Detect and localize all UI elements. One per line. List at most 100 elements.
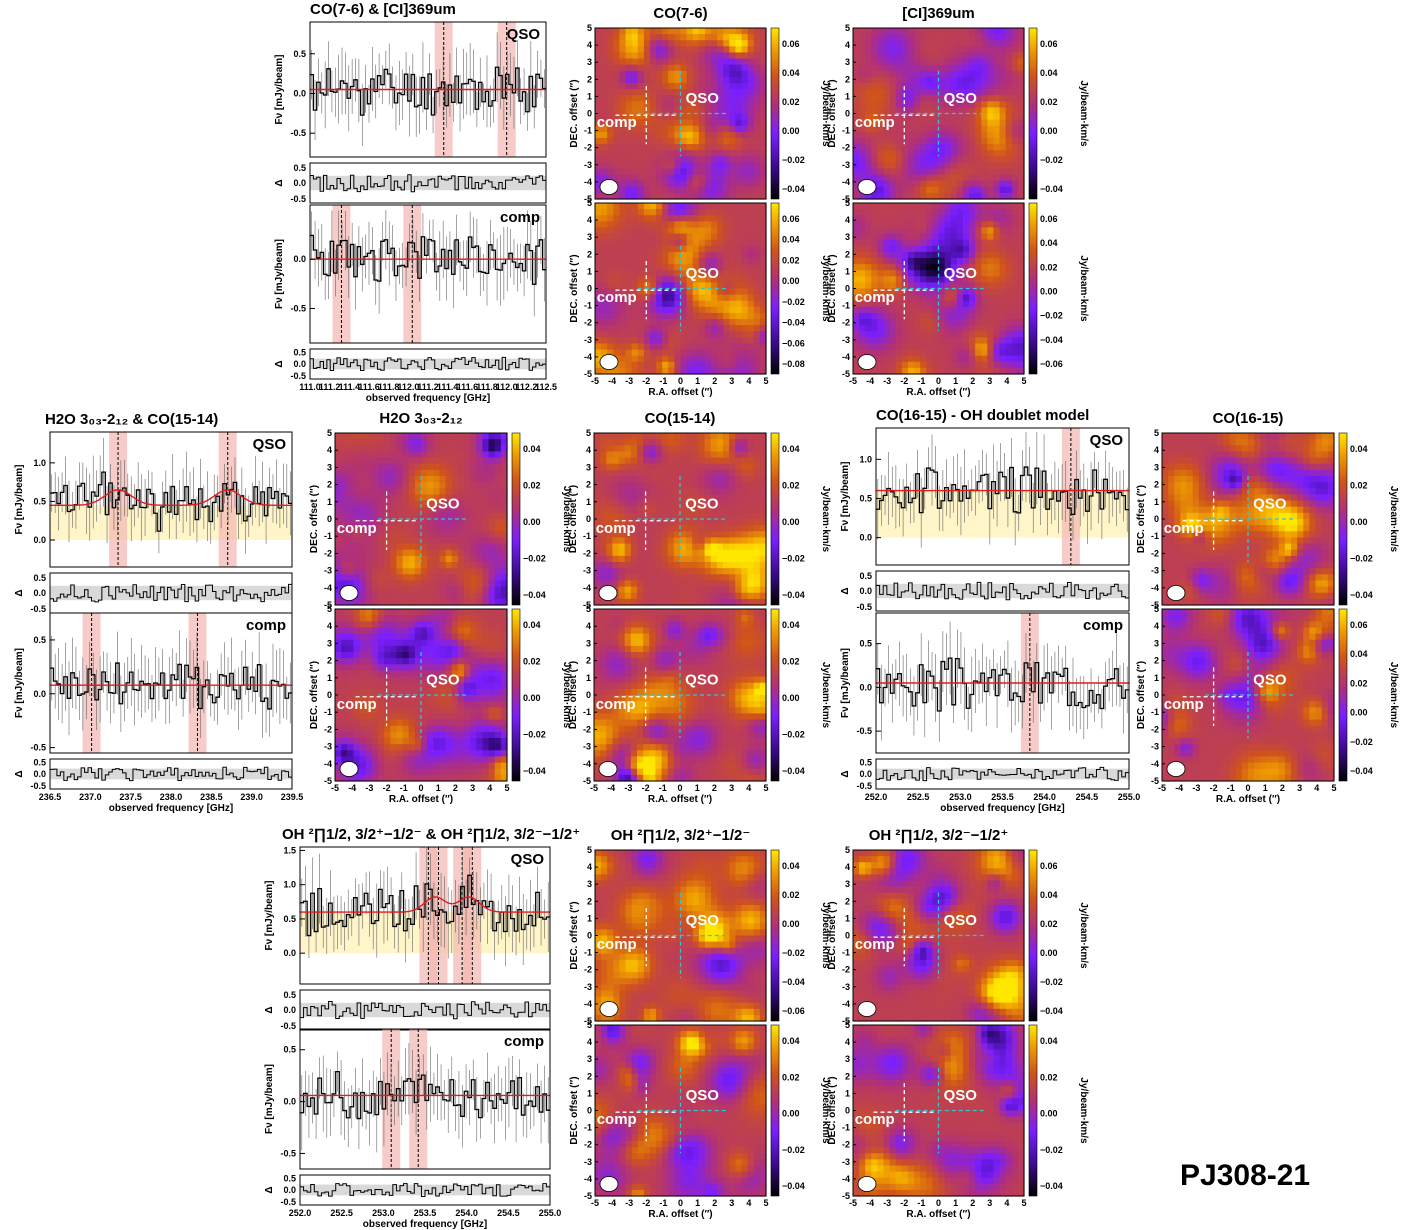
map-pixel (729, 82, 737, 90)
map-pixel (427, 463, 434, 471)
map-pixel (680, 282, 688, 290)
map-pixel (1017, 282, 1025, 290)
map-pixel (631, 144, 639, 151)
map-pixel (956, 131, 964, 139)
map-pixel (353, 476, 361, 483)
map-pixel (698, 95, 706, 102)
map-pixel (711, 319, 718, 326)
map-pixel (920, 28, 927, 35)
map-pixel (944, 70, 952, 78)
map-pixel (668, 125, 675, 133)
map-pixel (920, 180, 927, 188)
map-pixel (692, 174, 700, 182)
map-pixel (451, 586, 459, 594)
map-pixel (704, 233, 712, 241)
map-pixel (993, 294, 1001, 302)
map-pixel (895, 119, 903, 127)
map-pixel (865, 101, 872, 108)
map-pixel (656, 70, 663, 78)
map-pixel (907, 312, 915, 320)
map-pixel (723, 137, 730, 145)
residual-frame (49, 758, 293, 790)
map-pixel (680, 288, 688, 296)
colorbar-tick-label: −0.04 (1040, 184, 1063, 194)
map-pixel (607, 209, 614, 216)
map-pixel (445, 506, 453, 514)
map-pixel (464, 519, 471, 526)
y-axis-label: Fν [mJy/beam] (274, 54, 285, 124)
map-pixel (747, 312, 755, 320)
map-pixel (470, 512, 477, 520)
map-pixel (999, 46, 1007, 54)
map-pixel (692, 101, 700, 108)
map-pixel (920, 76, 927, 84)
map-pixel (999, 331, 1007, 338)
map-pixel (371, 457, 379, 465)
map-pixel (914, 361, 921, 369)
map-pixel (1017, 192, 1025, 200)
map-pixel (865, 76, 872, 84)
map-pixel (674, 89, 682, 96)
map-pixel (464, 451, 471, 459)
map-pixel (747, 349, 755, 357)
x-tick-label: 3 (729, 376, 734, 386)
map-pixel (853, 331, 860, 338)
map-pixel (396, 549, 404, 557)
map-pixel (625, 95, 633, 102)
map-pixel (741, 233, 749, 241)
map-pixel (741, 89, 749, 96)
map-pixel (853, 282, 860, 290)
map-pixel (969, 58, 976, 66)
map-pixel (999, 76, 1007, 84)
map-pixel (631, 113, 639, 121)
map-pixel (865, 233, 872, 241)
map-pixel (408, 592, 416, 600)
map-pixel (859, 40, 866, 47)
map-pixel (926, 34, 933, 41)
map-pixel (865, 349, 872, 357)
panel-title: CO(16-15) - OH doublet model (876, 407, 1089, 424)
map-pixel (698, 270, 706, 277)
map-pixel (853, 203, 860, 210)
map-pixel (601, 34, 608, 41)
map-pixel (956, 337, 964, 345)
map-pixel (735, 276, 743, 283)
map-pixel (926, 361, 933, 369)
y-tick-label: 4 (845, 215, 850, 225)
y-tick-label: 0 (587, 284, 592, 294)
map-pixel (698, 300, 706, 308)
map-pixel (729, 89, 737, 96)
map-pixel (883, 95, 891, 102)
map-pixel (723, 192, 730, 200)
map-pixel (859, 270, 866, 277)
map-pixel (686, 282, 694, 290)
map-pixel (649, 264, 657, 271)
dec-axis-label: DEC. offset (″) (569, 79, 580, 147)
map-pixel (907, 168, 915, 176)
map-pixel (378, 506, 385, 514)
map-pixel (698, 367, 706, 375)
map-pixel (907, 288, 915, 296)
map-pixel (950, 107, 958, 115)
map-pixel (433, 525, 441, 532)
map-pixel (494, 543, 502, 551)
y-tick-label: -1 (584, 301, 592, 311)
map-pixel (686, 343, 694, 351)
map-pixel (987, 282, 995, 290)
comp-label: comp (597, 114, 637, 131)
map-pixel (613, 257, 621, 265)
map-pixel (341, 519, 348, 526)
map-pixel (871, 257, 879, 265)
map-pixel (975, 312, 982, 320)
map-pixel (747, 343, 755, 351)
map-pixel (711, 89, 718, 96)
map-pixel (631, 40, 639, 47)
map-pixel (987, 209, 995, 216)
map-pixel (901, 251, 909, 259)
map-pixel (969, 337, 976, 345)
y-tick-label: -1 (584, 126, 592, 136)
map-pixel (901, 367, 909, 375)
map-pixel (975, 325, 982, 332)
map-pixel (969, 367, 976, 375)
map-pixel (643, 337, 651, 345)
